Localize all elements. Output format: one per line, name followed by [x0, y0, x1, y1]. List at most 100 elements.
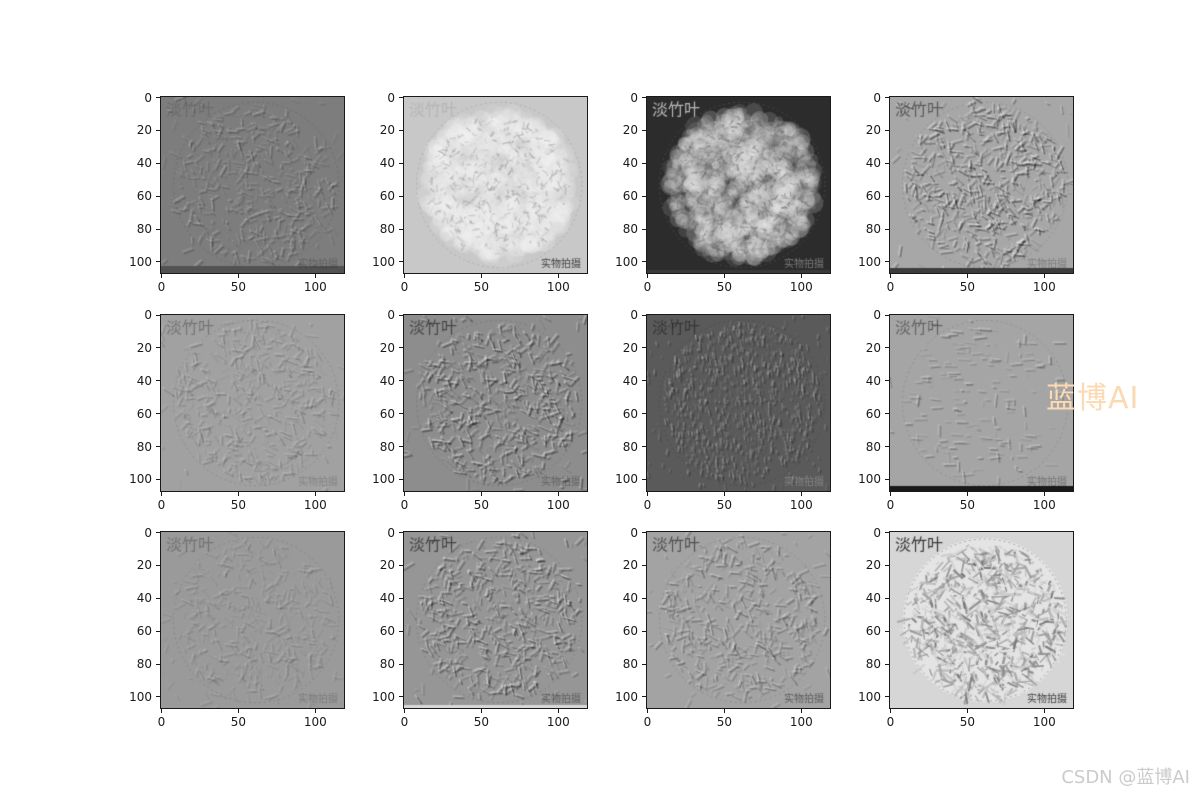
x-tick-mark — [237, 709, 239, 713]
y-tick-label: 20 — [865, 558, 881, 573]
y-tick-label: 0 — [144, 308, 152, 322]
y-tick-label: 40 — [865, 591, 881, 606]
y-tick-mark — [885, 630, 889, 632]
x-tick-mark — [966, 491, 968, 496]
y-tick-label: 80 — [136, 439, 152, 454]
feature-map-r3c2 — [403, 531, 588, 709]
y-tick-mark — [156, 478, 160, 480]
y-tick-mark — [156, 663, 160, 665]
y-tick-mark — [642, 532, 646, 533]
y-tick-mark — [156, 630, 160, 632]
y-tick-mark — [399, 97, 403, 98]
y-tick-label: 20 — [622, 340, 638, 355]
x-tick-label: 50 — [959, 715, 976, 729]
y-tick-mark — [642, 446, 646, 448]
y-tick-mark — [642, 261, 646, 263]
x-tick-label: 0 — [400, 497, 409, 512]
x-tick-mark — [647, 274, 648, 278]
x-tick-label: 0 — [157, 497, 166, 512]
y-tick-label: 20 — [136, 558, 152, 573]
x-tick-label: 50 — [473, 715, 490, 729]
y-tick-mark — [642, 478, 646, 480]
x-tick-label: 0 — [643, 715, 652, 729]
x-tick-mark — [480, 274, 482, 278]
feature-map-r1c2 — [403, 96, 588, 274]
feature-map-r3c4 — [889, 531, 1074, 709]
y-tick-mark — [642, 228, 646, 230]
y-tick-mark — [399, 663, 403, 665]
x-tick-mark — [966, 709, 968, 713]
feature-map-image — [647, 97, 830, 273]
feature-map-image — [404, 97, 587, 273]
y-tick-label: 20 — [379, 340, 395, 355]
x-tick-mark — [480, 709, 482, 713]
y-tick-mark — [885, 347, 889, 349]
y-tick-mark — [156, 380, 160, 382]
y-tick-mark — [885, 261, 889, 263]
y-tick-mark — [885, 446, 889, 448]
x-tick-label: 100 — [789, 715, 813, 729]
y-tick-mark — [156, 696, 160, 698]
x-tick-mark — [723, 709, 725, 713]
y-tick-label: 100 — [372, 472, 395, 487]
feature-map-image — [890, 314, 1073, 491]
y-tick-mark — [399, 478, 403, 480]
y-tick-mark — [156, 564, 160, 566]
y-tick-mark — [399, 564, 403, 566]
x-tick-mark — [890, 709, 891, 713]
y-tick-label: 0 — [144, 525, 152, 540]
feature-map-image — [890, 97, 1073, 273]
x-tick-label: 100 — [303, 715, 327, 729]
y-tick-label: 40 — [379, 156, 395, 171]
x-tick-mark — [800, 491, 802, 496]
x-tick-mark — [1043, 709, 1045, 713]
y-tick-label: 0 — [630, 308, 638, 322]
feature-map-r3c3 — [646, 531, 831, 709]
y-tick-label: 80 — [622, 222, 638, 237]
x-tick-label: 0 — [400, 715, 409, 729]
y-tick-mark — [885, 564, 889, 566]
y-tick-mark — [642, 564, 646, 566]
y-tick-mark — [885, 228, 889, 230]
y-tick-label: 20 — [622, 558, 638, 573]
x-tick-label: 50 — [473, 497, 490, 512]
y-tick-label: 100 — [372, 254, 395, 269]
y-tick-label: 0 — [387, 90, 395, 105]
y-tick-label: 60 — [865, 189, 881, 204]
feature-map-image — [161, 314, 344, 491]
y-tick-label: 100 — [129, 472, 152, 487]
x-tick-mark — [161, 709, 162, 713]
feature-map-image — [161, 532, 344, 708]
y-tick-mark — [399, 314, 403, 316]
x-tick-mark — [647, 491, 648, 496]
y-tick-mark — [642, 162, 646, 164]
y-tick-mark — [642, 314, 646, 316]
y-tick-mark — [885, 129, 889, 131]
x-tick-label: 50 — [959, 497, 976, 512]
x-tick-label: 0 — [400, 280, 409, 294]
x-tick-label: 100 — [1032, 715, 1056, 729]
y-tick-mark — [156, 228, 160, 230]
y-tick-mark — [642, 195, 646, 197]
y-tick-mark — [642, 97, 646, 98]
x-tick-mark — [800, 709, 802, 713]
x-tick-label: 50 — [716, 280, 733, 294]
y-tick-label: 60 — [622, 406, 638, 421]
y-tick-label: 40 — [622, 156, 638, 171]
y-tick-label: 60 — [865, 624, 881, 639]
y-tick-label: 100 — [615, 254, 638, 269]
y-tick-mark — [399, 380, 403, 382]
y-tick-label: 80 — [136, 657, 152, 672]
y-tick-label: 80 — [865, 439, 881, 454]
y-tick-mark — [399, 597, 403, 599]
x-tick-label: 50 — [230, 497, 247, 512]
y-tick-label: 40 — [136, 591, 152, 606]
y-tick-label: 60 — [136, 189, 152, 204]
x-tick-label: 0 — [157, 715, 166, 729]
feature-map-image — [161, 97, 344, 273]
x-tick-mark — [161, 274, 162, 278]
x-tick-mark — [557, 709, 559, 713]
y-tick-label: 60 — [379, 624, 395, 639]
x-tick-label: 100 — [303, 497, 327, 512]
